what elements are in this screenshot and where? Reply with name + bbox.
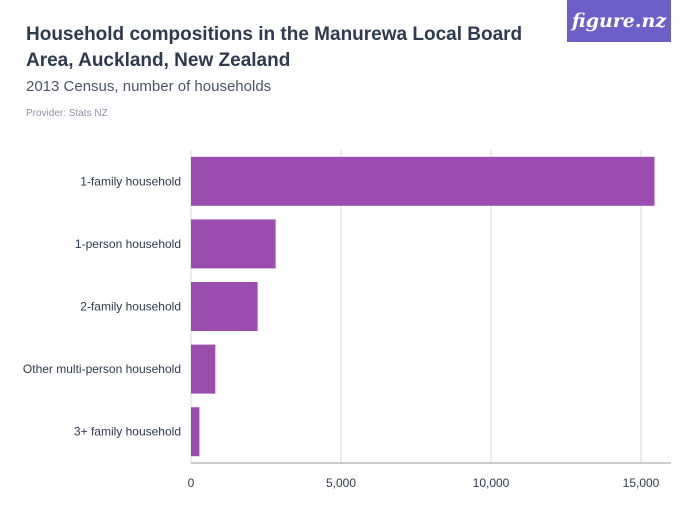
x-axis-ticks: 0 5,000 10,000 15,000: [188, 476, 660, 490]
x-tick-label: 15,000: [623, 476, 660, 490]
x-tick-label: 0: [188, 476, 195, 490]
bar[interactable]: [191, 282, 258, 331]
category-label: Other multi-person household: [23, 362, 181, 376]
category-label: 1-family household: [80, 174, 181, 188]
figure-nz-logo[interactable]: figure.nz: [567, 0, 671, 42]
category-label: 3+ family household: [74, 425, 181, 439]
x-tick-label: 10,000: [473, 476, 510, 490]
category-label: 2-family household: [80, 300, 181, 314]
bar[interactable]: [191, 156, 655, 206]
category-label: 1-person household: [75, 237, 181, 251]
bar[interactable]: [191, 344, 216, 394]
bars: [191, 156, 655, 457]
chart-subtitle: 2013 Census, number of households: [26, 78, 272, 95]
bar[interactable]: [191, 219, 276, 269]
x-tick-label: 5,000: [326, 476, 356, 490]
bar[interactable]: [191, 407, 200, 457]
category-labels: 1-family household 1-person household 2-fa…: [23, 174, 181, 438]
chart-title: Household compositions in the Manurewa L…: [26, 24, 523, 71]
data-provider: Provider: Stats NZ: [26, 108, 108, 119]
